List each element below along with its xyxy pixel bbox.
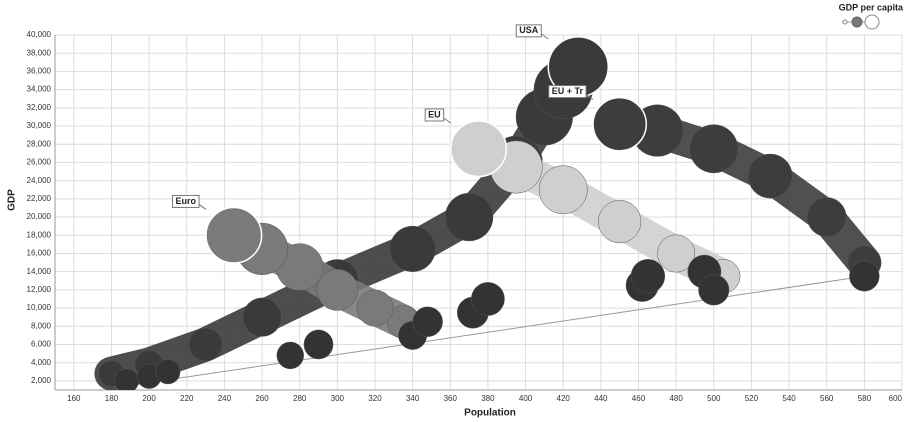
bubble: [592, 96, 648, 152]
trail: [94, 49, 596, 390]
bubble: [316, 269, 359, 311]
y-tick-label: 24,000: [27, 176, 52, 185]
bubble: [449, 120, 508, 178]
bubble: [188, 327, 223, 362]
label-leader: [198, 204, 207, 210]
bubble: [471, 282, 505, 316]
y-tick-label: 38,000: [27, 48, 52, 57]
series-label: Euro: [175, 196, 196, 206]
bubble: [598, 200, 642, 244]
bubble: [303, 329, 334, 360]
series-label: EU + Tr: [552, 86, 584, 96]
y-tick-label: 12,000: [27, 285, 52, 294]
bubble: [657, 234, 696, 273]
label-leader: [443, 117, 451, 124]
bubble: [689, 124, 739, 174]
x-tick-label: 560: [820, 394, 834, 403]
x-tick-label: 460: [632, 394, 646, 403]
x-tick-label: 280: [293, 394, 307, 403]
bubble: [389, 225, 436, 272]
bubble: [630, 259, 666, 294]
y-tick-label: 18,000: [27, 230, 52, 239]
bubble: [747, 153, 793, 199]
size-legend-title: GDP per capita: [839, 2, 904, 12]
x-tick-label: 260: [255, 394, 269, 403]
series-label: USA: [519, 25, 539, 35]
y-tick-label: 8,000: [31, 321, 52, 330]
x-tick-label: 540: [782, 394, 796, 403]
x-tick-label: 180: [105, 394, 119, 403]
y-tick-label: 40,000: [27, 30, 52, 39]
y-tick-label: 34,000: [27, 85, 52, 94]
y-tick-label: 32,000: [27, 103, 52, 112]
y-tick-label: 36,000: [27, 67, 52, 76]
y-tick-label: 6,000: [31, 340, 52, 349]
label-leader: [540, 33, 549, 40]
x-axis-title: Population: [464, 408, 516, 419]
label-box: [171, 194, 200, 208]
x-tick-label: 360: [444, 394, 458, 403]
bubble: [849, 261, 880, 292]
x-tick-label: 420: [557, 394, 571, 403]
y-tick-label: 26,000: [27, 158, 52, 167]
bubble: [155, 359, 181, 385]
y-tick-label: 30,000: [27, 121, 52, 130]
y-tick-label: 10,000: [27, 303, 52, 312]
x-tick-label: 400: [519, 394, 533, 403]
y-tick-label: 14,000: [27, 267, 52, 276]
bubble: [242, 297, 282, 337]
x-tick-label: 380: [481, 394, 495, 403]
bubble: [806, 197, 847, 237]
label-leader: [585, 94, 594, 100]
x-tick-label: 160: [67, 394, 81, 403]
x-tick-label: 320: [368, 394, 382, 403]
y-tick-label: 16,000: [27, 249, 52, 258]
bubble: [412, 306, 443, 337]
x-tick-label: 240: [218, 394, 232, 403]
label-box: [548, 85, 587, 99]
y-axis-title: GDP: [7, 189, 18, 211]
label-box: [515, 24, 542, 38]
x-tick-label: 500: [707, 394, 721, 403]
bubble: [698, 274, 730, 306]
x-tick-label: 220: [180, 394, 194, 403]
bubble: [444, 192, 494, 242]
y-tick-label: 28,000: [27, 139, 52, 148]
y-tick-label: 22,000: [27, 194, 52, 203]
x-tick-label: 580: [858, 394, 872, 403]
bubble: [356, 289, 394, 327]
x-tick-label: 340: [406, 394, 420, 403]
y-tick-label: 4,000: [31, 358, 52, 367]
label-box: [424, 108, 445, 122]
x-tick-label: 200: [142, 394, 156, 403]
x-tick-label: 600: [889, 394, 903, 403]
y-tick-label: 2,000: [31, 376, 52, 385]
bubble: [205, 206, 263, 264]
size-legend-icon: [842, 14, 880, 30]
x-tick-label: 480: [669, 394, 683, 403]
x-tick-label: 300: [331, 394, 345, 403]
plot: [94, 36, 882, 390]
x-tick-label: 520: [745, 394, 759, 403]
bubble: [538, 165, 588, 215]
series-label: EU: [428, 109, 441, 119]
bubble: [114, 368, 139, 390]
bubble: [276, 341, 304, 370]
x-tick-label: 440: [594, 394, 608, 403]
y-tick-label: 20,000: [27, 212, 52, 221]
